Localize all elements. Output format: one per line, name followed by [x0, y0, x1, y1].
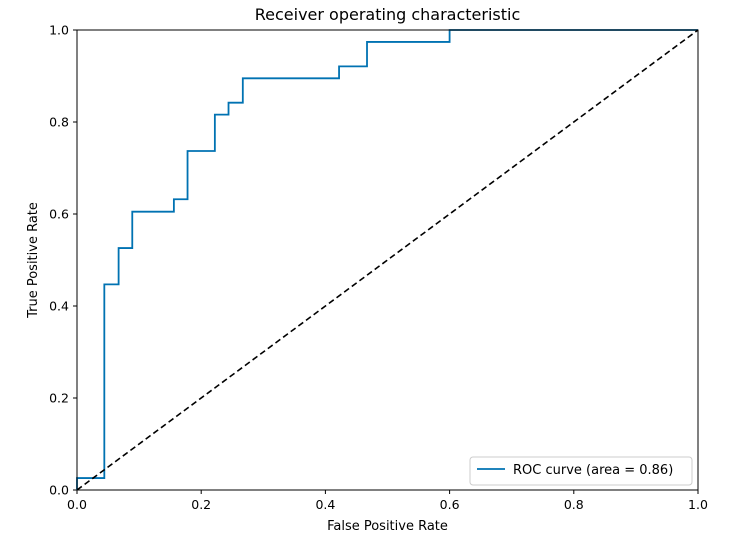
x-tick-label: 0.6: [440, 497, 460, 512]
roc-curve-line: [76, 29, 698, 490]
legend: ROC curve (area = 0.86): [469, 456, 693, 486]
y-axis-label: True Positive Rate: [26, 202, 41, 319]
y-tick-label: 0.8: [49, 115, 69, 130]
y-tick-label: 0.4: [49, 299, 69, 314]
x-tick-label: 0.8: [564, 497, 584, 512]
x-axis-label: False Positive Rate: [327, 519, 448, 534]
chance-diagonal-line: [76, 29, 699, 491]
y-tick-label: 0.6: [49, 207, 69, 222]
y-tick-label: 0.0: [49, 483, 69, 498]
y-tick-label: 0.2: [49, 391, 69, 406]
x-tick-label: 1.0: [688, 497, 708, 512]
legend-label: ROC curve (area = 0.86): [513, 463, 673, 478]
plot-frame: [76, 29, 699, 491]
x-tick-label: 0.2: [191, 497, 211, 512]
x-tick-label: 0.0: [67, 497, 87, 512]
chart-title: Receiver operating characteristic: [255, 5, 521, 24]
plot-series: [76, 29, 699, 491]
y-tick-label: 1.0: [49, 23, 69, 38]
x-tick-label: 0.4: [315, 497, 335, 512]
legend-box: [469, 456, 693, 486]
axis-ticks: 0.0 0.2 0.4 0.6 0.8 1.0 0.0 0.2 0.4 0.6 0.8 1.0: [49, 23, 708, 513]
